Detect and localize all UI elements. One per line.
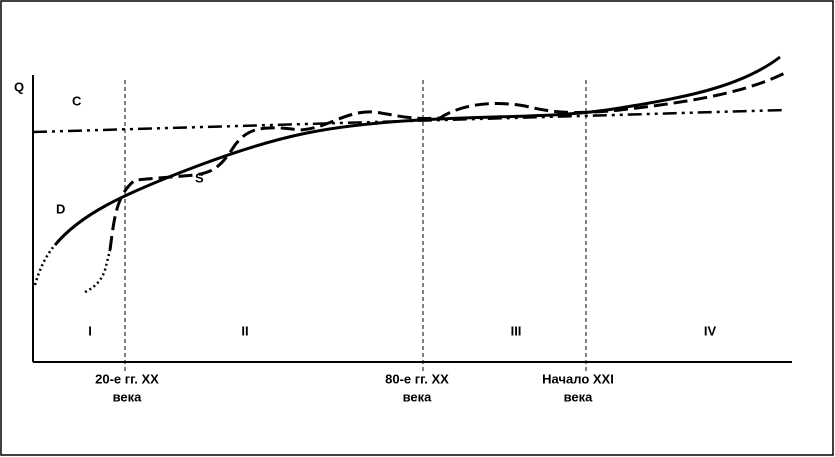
period-label: III (511, 323, 522, 338)
curve-s-start (84, 249, 112, 294)
curve-d (53, 55, 781, 246)
period-label: I (88, 323, 92, 338)
curve-label: C (72, 93, 82, 108)
curve-d-start (33, 244, 56, 286)
period-label: II (241, 323, 248, 338)
boundary-label: века (113, 389, 143, 404)
boundary-label: века (564, 389, 594, 404)
y-label: Q (14, 79, 24, 94)
curve-label: D (56, 201, 65, 216)
period-label: IV (704, 323, 717, 338)
curve-c (32, 108, 786, 134)
curve-s (108, 71, 786, 251)
boundary-label: 20-е гг. XX (95, 371, 159, 386)
boundary-label: века (403, 389, 433, 404)
curve-label: S (195, 170, 204, 185)
boundary-label: Начало XXI (542, 371, 614, 386)
boundary-label: 80-е гг. XX (385, 371, 449, 386)
